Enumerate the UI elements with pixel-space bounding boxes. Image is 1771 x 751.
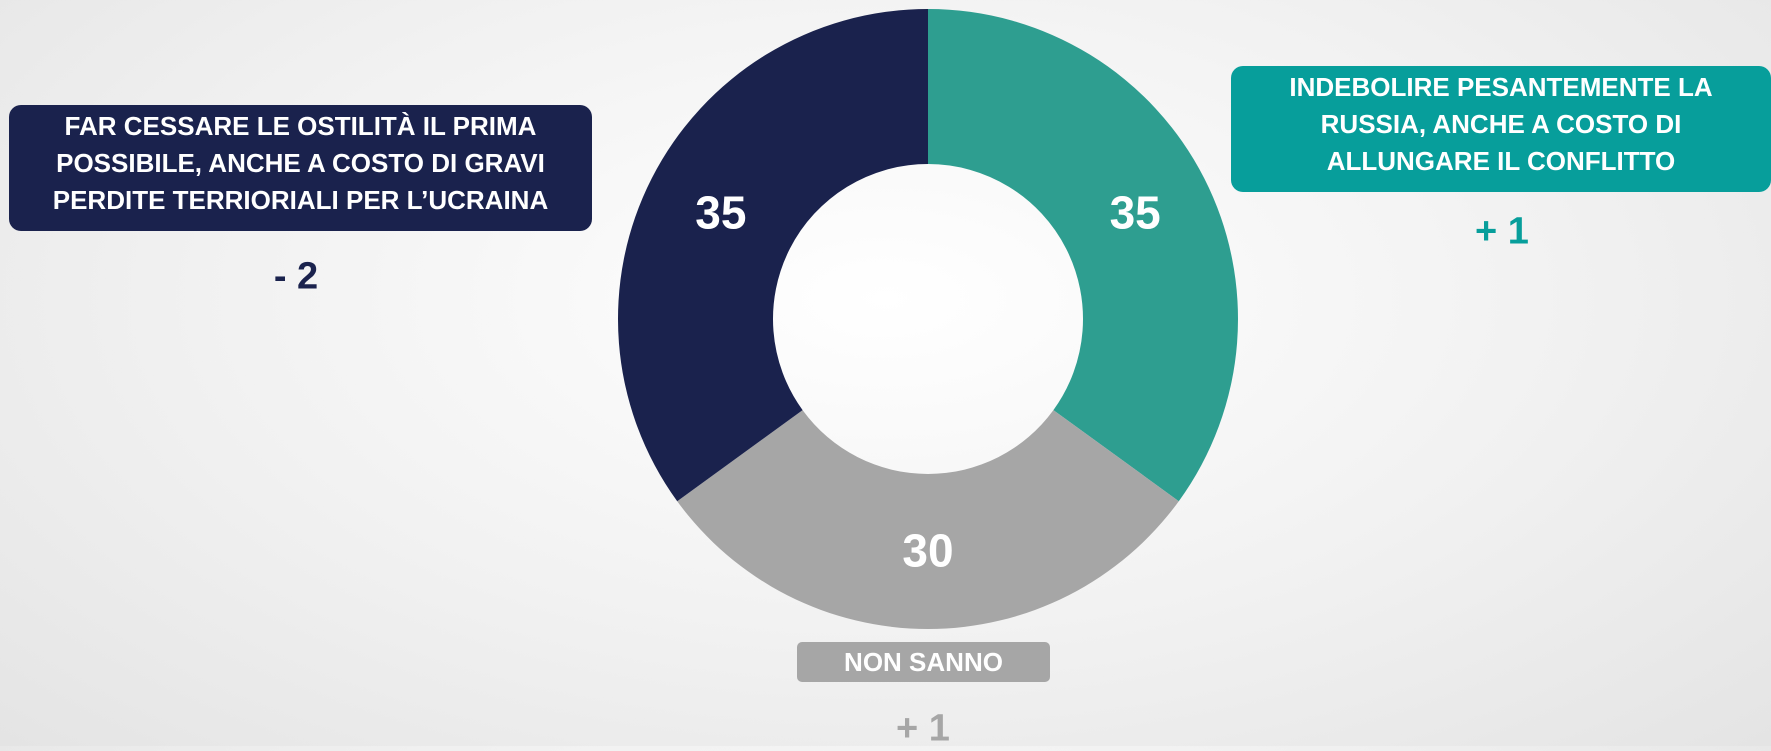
category-label: INDEBOLIRE PESANTEMENTE LA RUSSIA, ANCHE…	[1231, 66, 1771, 192]
category-label: NON SANNO	[797, 642, 1050, 682]
value-label: 35	[695, 187, 746, 239]
change-label: + 1	[896, 707, 950, 750]
donut-slice	[677, 410, 1179, 630]
donut-slice	[928, 9, 1238, 502]
value-label: 30	[902, 525, 953, 577]
donut-slice	[618, 9, 928, 502]
category-label: FAR CESSARE LE OSTILITÀ IL PRIMA POSSIBI…	[9, 105, 592, 231]
change-label: - 2	[273, 255, 319, 298]
value-label: 35	[1110, 187, 1161, 239]
change-label: + 1	[1475, 210, 1529, 253]
